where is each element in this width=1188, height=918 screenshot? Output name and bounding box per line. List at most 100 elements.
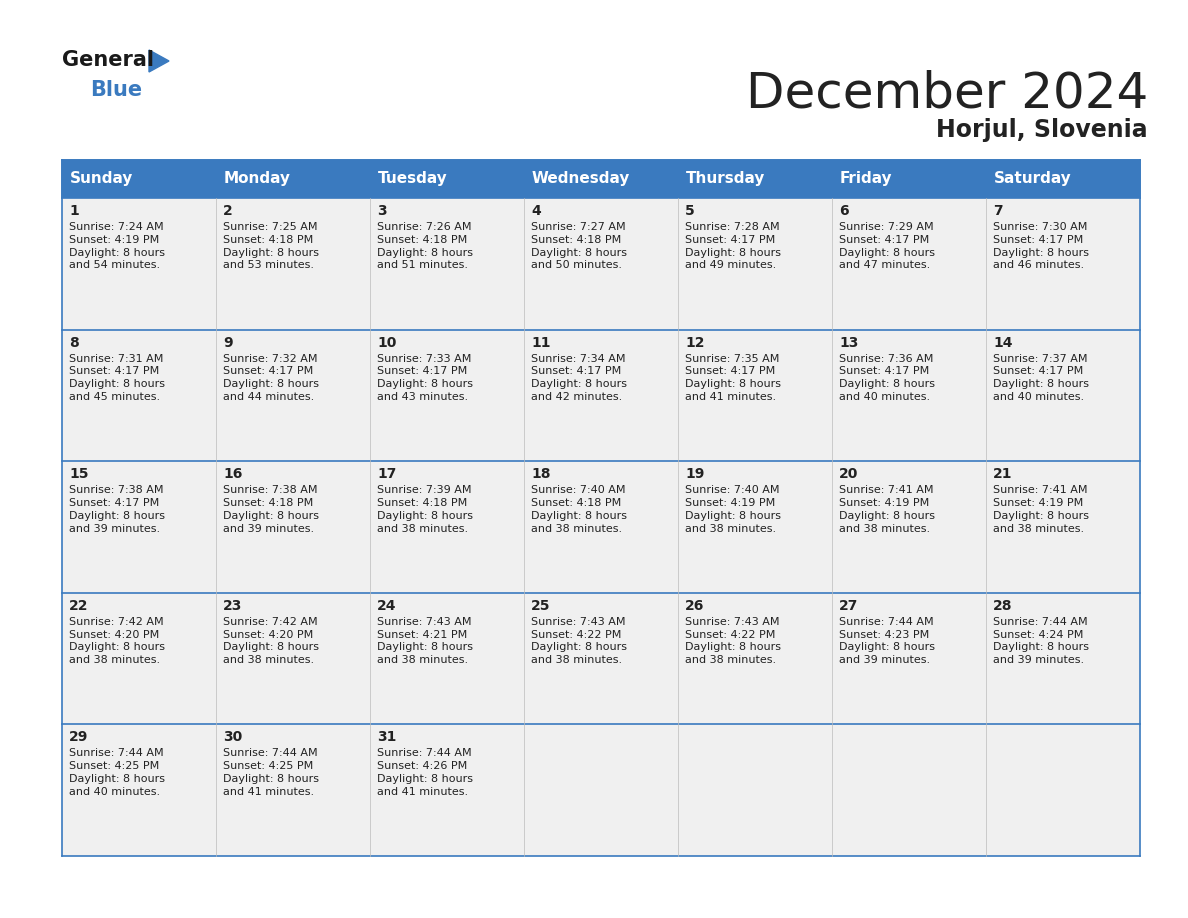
Text: Saturday: Saturday: [994, 172, 1072, 186]
Text: 30: 30: [223, 731, 242, 744]
Bar: [678, 198, 832, 330]
Text: Sunrise: 7:37 AM
Sunset: 4:17 PM
Daylight: 8 hours
and 40 minutes.: Sunrise: 7:37 AM Sunset: 4:17 PM Dayligh…: [993, 353, 1089, 402]
Text: 10: 10: [377, 336, 397, 350]
Bar: [986, 461, 1140, 593]
Text: Sunrise: 7:41 AM
Sunset: 4:19 PM
Daylight: 8 hours
and 38 minutes.: Sunrise: 7:41 AM Sunset: 4:19 PM Dayligh…: [839, 486, 935, 533]
Bar: [832, 198, 986, 330]
Bar: [524, 160, 678, 198]
Bar: [678, 160, 832, 198]
Bar: [678, 330, 832, 461]
Text: 23: 23: [223, 599, 242, 613]
Text: Sunrise: 7:39 AM
Sunset: 4:18 PM
Daylight: 8 hours
and 38 minutes.: Sunrise: 7:39 AM Sunset: 4:18 PM Dayligh…: [377, 486, 473, 533]
Bar: [986, 724, 1140, 856]
Text: Sunrise: 7:32 AM
Sunset: 4:17 PM
Daylight: 8 hours
and 44 minutes.: Sunrise: 7:32 AM Sunset: 4:17 PM Dayligh…: [223, 353, 320, 402]
Bar: [62, 724, 216, 856]
Text: Sunrise: 7:38 AM
Sunset: 4:18 PM
Daylight: 8 hours
and 39 minutes.: Sunrise: 7:38 AM Sunset: 4:18 PM Dayligh…: [223, 486, 320, 533]
Text: 20: 20: [839, 467, 859, 481]
Text: 2: 2: [223, 204, 233, 218]
Bar: [216, 160, 369, 198]
Text: 27: 27: [839, 599, 859, 613]
Bar: [369, 593, 524, 724]
Text: 31: 31: [377, 731, 397, 744]
Text: Sunrise: 7:41 AM
Sunset: 4:19 PM
Daylight: 8 hours
and 38 minutes.: Sunrise: 7:41 AM Sunset: 4:19 PM Dayligh…: [993, 486, 1089, 533]
Text: Sunrise: 7:40 AM
Sunset: 4:18 PM
Daylight: 8 hours
and 38 minutes.: Sunrise: 7:40 AM Sunset: 4:18 PM Dayligh…: [531, 486, 627, 533]
Text: 16: 16: [223, 467, 242, 481]
Text: Sunrise: 7:33 AM
Sunset: 4:17 PM
Daylight: 8 hours
and 43 minutes.: Sunrise: 7:33 AM Sunset: 4:17 PM Dayligh…: [377, 353, 473, 402]
Bar: [369, 461, 524, 593]
Text: 3: 3: [377, 204, 386, 218]
Text: Sunrise: 7:24 AM
Sunset: 4:19 PM
Daylight: 8 hours
and 54 minutes.: Sunrise: 7:24 AM Sunset: 4:19 PM Dayligh…: [69, 222, 165, 271]
Bar: [678, 461, 832, 593]
Text: 5: 5: [685, 204, 695, 218]
Text: Sunrise: 7:36 AM
Sunset: 4:17 PM
Daylight: 8 hours
and 40 minutes.: Sunrise: 7:36 AM Sunset: 4:17 PM Dayligh…: [839, 353, 935, 402]
Text: December 2024: December 2024: [746, 70, 1148, 118]
Polygon shape: [148, 50, 169, 72]
Text: 8: 8: [69, 336, 78, 350]
Text: Sunrise: 7:44 AM
Sunset: 4:25 PM
Daylight: 8 hours
and 41 minutes.: Sunrise: 7:44 AM Sunset: 4:25 PM Dayligh…: [223, 748, 320, 797]
Text: Sunrise: 7:44 AM
Sunset: 4:26 PM
Daylight: 8 hours
and 41 minutes.: Sunrise: 7:44 AM Sunset: 4:26 PM Dayligh…: [377, 748, 473, 797]
Text: 28: 28: [993, 599, 1012, 613]
Text: 25: 25: [531, 599, 550, 613]
Bar: [216, 593, 369, 724]
Text: Sunrise: 7:44 AM
Sunset: 4:23 PM
Daylight: 8 hours
and 39 minutes.: Sunrise: 7:44 AM Sunset: 4:23 PM Dayligh…: [839, 617, 935, 666]
Bar: [216, 461, 369, 593]
Bar: [832, 461, 986, 593]
Text: Sunrise: 7:38 AM
Sunset: 4:17 PM
Daylight: 8 hours
and 39 minutes.: Sunrise: 7:38 AM Sunset: 4:17 PM Dayligh…: [69, 486, 165, 533]
Bar: [216, 724, 369, 856]
Text: 19: 19: [685, 467, 704, 481]
Text: 4: 4: [531, 204, 541, 218]
Bar: [369, 160, 524, 198]
Bar: [62, 198, 216, 330]
Bar: [832, 593, 986, 724]
Text: Monday: Monday: [225, 172, 291, 186]
Bar: [524, 198, 678, 330]
Bar: [524, 593, 678, 724]
Text: 6: 6: [839, 204, 848, 218]
Text: Sunrise: 7:31 AM
Sunset: 4:17 PM
Daylight: 8 hours
and 45 minutes.: Sunrise: 7:31 AM Sunset: 4:17 PM Dayligh…: [69, 353, 165, 402]
Bar: [524, 724, 678, 856]
Text: Sunday: Sunday: [70, 172, 133, 186]
Text: Sunrise: 7:34 AM
Sunset: 4:17 PM
Daylight: 8 hours
and 42 minutes.: Sunrise: 7:34 AM Sunset: 4:17 PM Dayligh…: [531, 353, 627, 402]
Text: 18: 18: [531, 467, 550, 481]
Text: Sunrise: 7:28 AM
Sunset: 4:17 PM
Daylight: 8 hours
and 49 minutes.: Sunrise: 7:28 AM Sunset: 4:17 PM Dayligh…: [685, 222, 781, 271]
Text: Tuesday: Tuesday: [378, 172, 448, 186]
Bar: [524, 330, 678, 461]
Bar: [832, 724, 986, 856]
Text: Sunrise: 7:29 AM
Sunset: 4:17 PM
Daylight: 8 hours
and 47 minutes.: Sunrise: 7:29 AM Sunset: 4:17 PM Dayligh…: [839, 222, 935, 271]
Bar: [986, 330, 1140, 461]
Text: 24: 24: [377, 599, 397, 613]
Bar: [524, 461, 678, 593]
Text: Thursday: Thursday: [685, 172, 765, 186]
Bar: [986, 198, 1140, 330]
Text: 1: 1: [69, 204, 78, 218]
Bar: [62, 461, 216, 593]
Text: 14: 14: [993, 336, 1012, 350]
Text: 7: 7: [993, 204, 1003, 218]
Bar: [369, 330, 524, 461]
Text: Sunrise: 7:44 AM
Sunset: 4:24 PM
Daylight: 8 hours
and 39 minutes.: Sunrise: 7:44 AM Sunset: 4:24 PM Dayligh…: [993, 617, 1089, 666]
Text: 9: 9: [223, 336, 233, 350]
Text: Sunrise: 7:43 AM
Sunset: 4:22 PM
Daylight: 8 hours
and 38 minutes.: Sunrise: 7:43 AM Sunset: 4:22 PM Dayligh…: [531, 617, 627, 666]
Bar: [62, 160, 1140, 198]
Bar: [986, 160, 1140, 198]
Bar: [678, 593, 832, 724]
Text: 26: 26: [685, 599, 704, 613]
Text: Sunrise: 7:30 AM
Sunset: 4:17 PM
Daylight: 8 hours
and 46 minutes.: Sunrise: 7:30 AM Sunset: 4:17 PM Dayligh…: [993, 222, 1089, 271]
Bar: [62, 160, 216, 198]
Bar: [832, 160, 986, 198]
Text: 12: 12: [685, 336, 704, 350]
Text: Sunrise: 7:27 AM
Sunset: 4:18 PM
Daylight: 8 hours
and 50 minutes.: Sunrise: 7:27 AM Sunset: 4:18 PM Dayligh…: [531, 222, 627, 271]
Text: Sunrise: 7:43 AM
Sunset: 4:21 PM
Daylight: 8 hours
and 38 minutes.: Sunrise: 7:43 AM Sunset: 4:21 PM Dayligh…: [377, 617, 473, 666]
Text: Sunrise: 7:40 AM
Sunset: 4:19 PM
Daylight: 8 hours
and 38 minutes.: Sunrise: 7:40 AM Sunset: 4:19 PM Dayligh…: [685, 486, 781, 533]
Text: 22: 22: [69, 599, 88, 613]
Text: Sunrise: 7:42 AM
Sunset: 4:20 PM
Daylight: 8 hours
and 38 minutes.: Sunrise: 7:42 AM Sunset: 4:20 PM Dayligh…: [223, 617, 320, 666]
Bar: [62, 330, 216, 461]
Text: 17: 17: [377, 467, 397, 481]
Bar: [216, 330, 369, 461]
Text: 13: 13: [839, 336, 859, 350]
Bar: [678, 724, 832, 856]
Bar: [62, 593, 216, 724]
Bar: [369, 724, 524, 856]
Text: 29: 29: [69, 731, 88, 744]
Text: Friday: Friday: [840, 172, 892, 186]
